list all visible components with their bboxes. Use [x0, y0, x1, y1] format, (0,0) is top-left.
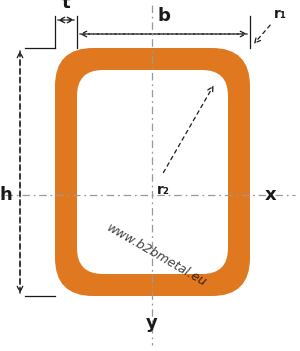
Text: t: t	[62, 0, 70, 12]
FancyBboxPatch shape	[77, 70, 228, 274]
Text: y: y	[146, 314, 158, 332]
Text: h: h	[0, 186, 12, 204]
Text: b: b	[157, 7, 170, 25]
Text: r₂: r₂	[157, 183, 170, 197]
FancyBboxPatch shape	[55, 48, 250, 296]
Text: r₁: r₁	[274, 7, 287, 21]
Text: x: x	[265, 186, 277, 204]
Text: www.b2bmetal.eu: www.b2bmetal.eu	[105, 221, 209, 289]
